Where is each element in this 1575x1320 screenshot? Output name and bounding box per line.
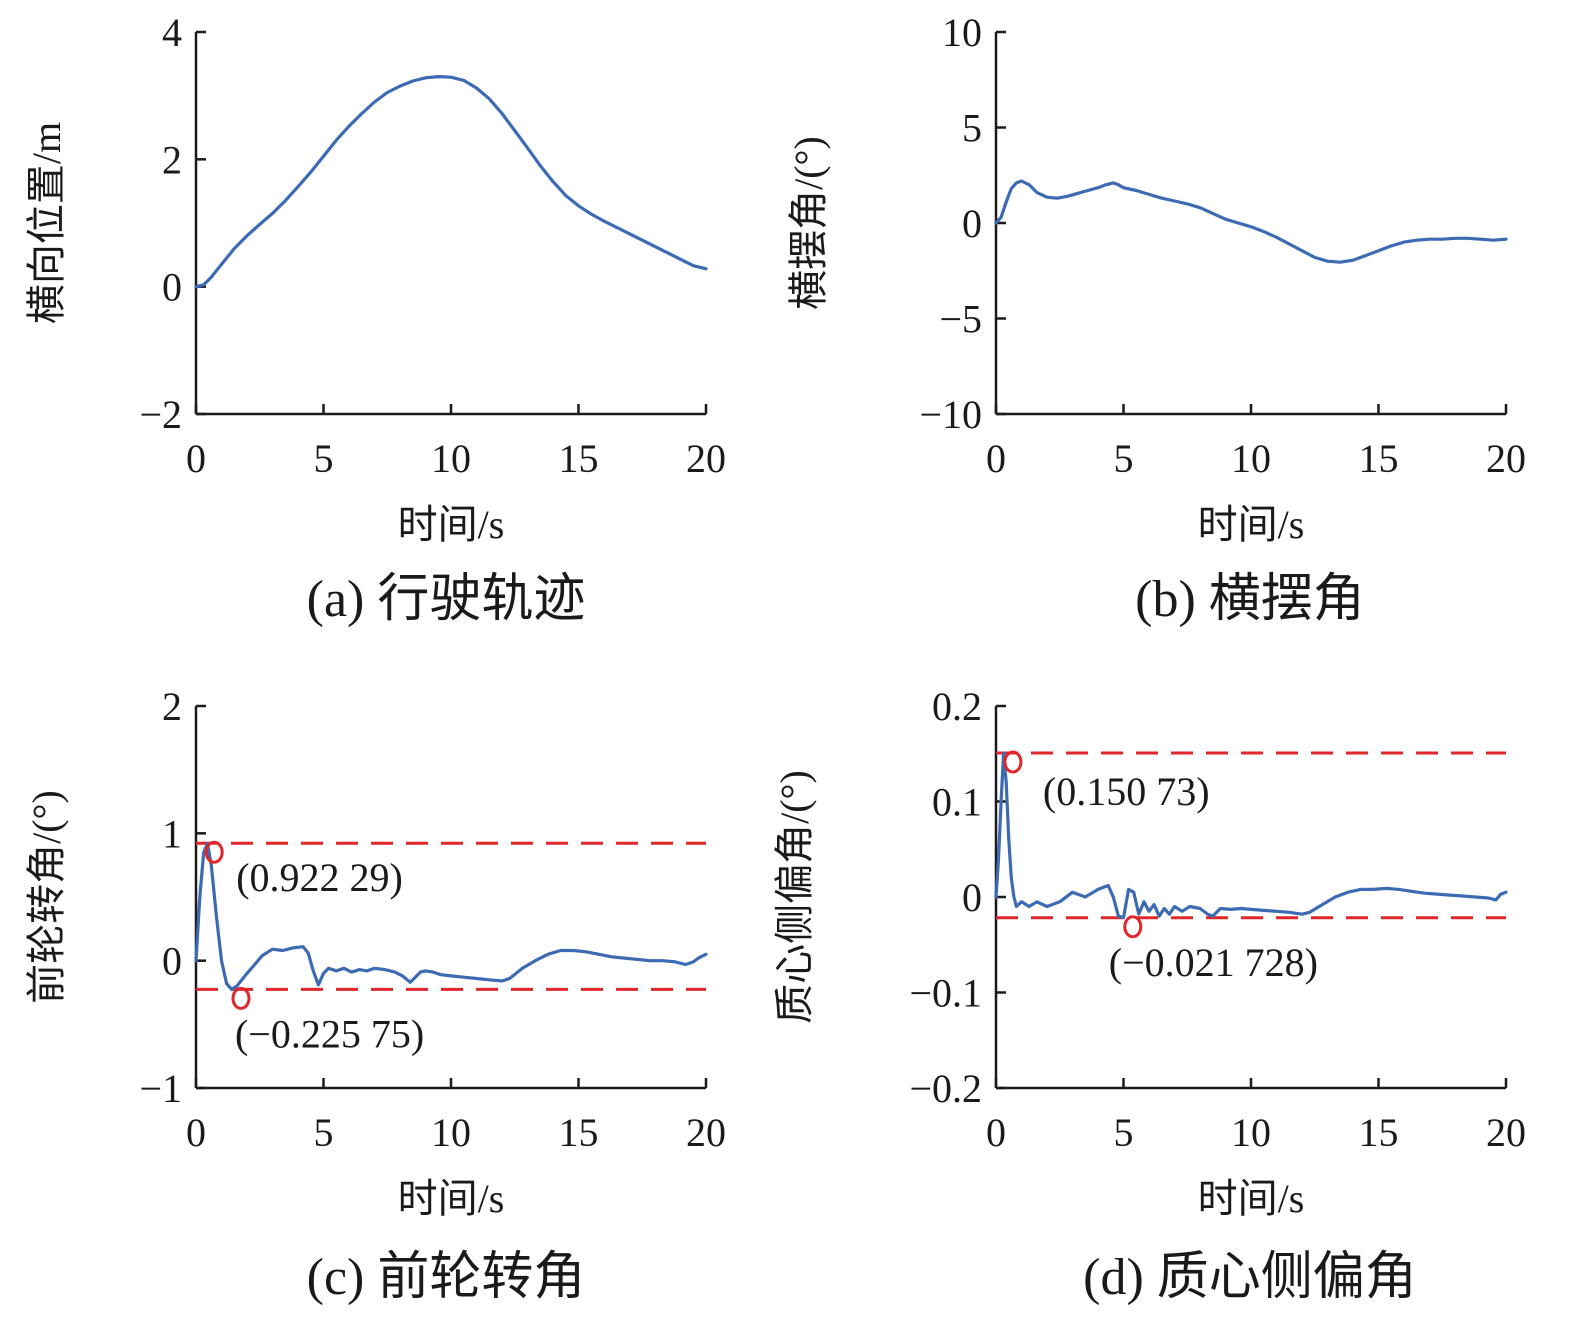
x-tick-label: 0	[986, 1110, 1006, 1155]
y-tick-label: −0.1	[909, 971, 982, 1016]
x-tick-label: 0	[186, 436, 206, 481]
extreme-point-marker	[231, 986, 251, 1010]
y-tick-label: 0.2	[932, 684, 982, 729]
x-axis-title: 时间/s	[398, 1176, 505, 1221]
y-tick-label: 5	[962, 106, 982, 151]
series-line	[994, 179, 1508, 264]
x-tick-label: 5	[314, 436, 334, 481]
extreme-value-label: (0.150 73)	[1043, 769, 1210, 814]
extreme-point-marker	[1003, 750, 1023, 774]
x-tick-label: 15	[1359, 1110, 1399, 1155]
subfigure-caption: (d) 质心侧偏角	[1083, 1249, 1417, 1306]
x-tick-label: 5	[314, 1110, 334, 1155]
y-tick-label: −2	[139, 392, 182, 437]
series-line	[994, 751, 1508, 920]
y-tick-label: 1	[162, 811, 182, 856]
x-tick-label: 0	[986, 436, 1006, 481]
x-tick-label: 15	[559, 1110, 599, 1155]
x-tick-label: 5	[1114, 1110, 1134, 1155]
extreme-point-marker	[1123, 915, 1143, 939]
x-tick-label: 15	[1359, 436, 1399, 481]
y-tick-label: 0	[162, 265, 182, 310]
y-tick-label: 0	[962, 875, 982, 920]
subfigure-caption: (c) 前轮转角	[307, 1249, 586, 1306]
x-tick-label: 20	[1486, 1110, 1526, 1155]
subfigure-caption: (a) 行驶轨迹	[307, 571, 586, 628]
y-axis-title: 前轮转角/(°)	[24, 790, 69, 1004]
y-axis-title: 横向位置/m	[24, 122, 69, 324]
extreme-point-marker	[204, 840, 224, 864]
series-line	[194, 75, 708, 289]
subfigure-caption: (b) 横摆角	[1135, 571, 1365, 628]
x-axis-title: 时间/s	[1198, 502, 1305, 547]
extreme-value-label: (−0.021 728)	[1109, 940, 1318, 985]
chart-panel-2: 0 5 10 15 20 −10 −5 0 5 10 时间/s 横摆角/(°) (b) 横摆角	[786, 10, 1526, 628]
y-tick-label: 0	[962, 201, 982, 246]
x-tick-label: 5	[1114, 436, 1134, 481]
y-tick-label: −10	[919, 392, 982, 437]
extreme-value-label: (0.922 29)	[236, 855, 403, 900]
y-tick-label: 0	[162, 939, 182, 984]
chart-panel-4: 0 5 10 15 20 −0.2 −0.1 0 0.1 0.2 (0.150 73) (−0.021…	[772, 684, 1526, 1306]
y-tick-label: −1	[139, 1066, 182, 1111]
x-tick-label: 10	[431, 1110, 471, 1155]
y-tick-label: 0.1	[932, 780, 982, 825]
x-axis-title: 时间/s	[1198, 1176, 1305, 1221]
y-axis-title: 质心侧偏角/(°)	[772, 770, 817, 1024]
y-tick-label: −5	[939, 297, 982, 342]
x-axis-title: 时间/s	[398, 502, 505, 547]
y-axis-title: 横摆角/(°)	[786, 136, 831, 310]
x-tick-label: 10	[431, 436, 471, 481]
y-tick-label: 2	[162, 137, 182, 182]
y-tick-label: 4	[162, 10, 182, 55]
x-tick-label: 10	[1231, 436, 1271, 481]
extreme-value-label: (−0.225 75)	[235, 1011, 424, 1056]
y-tick-label: −0.2	[909, 1066, 982, 1111]
y-tick-label: 10	[942, 10, 982, 55]
x-tick-label: 20	[686, 436, 726, 481]
x-tick-label: 20	[686, 1110, 726, 1155]
x-tick-label: 20	[1486, 436, 1526, 481]
x-tick-label: 15	[559, 436, 599, 481]
y-tick-label: 2	[162, 684, 182, 729]
series-line	[194, 841, 708, 991]
x-tick-label: 0	[186, 1110, 206, 1155]
x-tick-label: 10	[1231, 1110, 1271, 1155]
